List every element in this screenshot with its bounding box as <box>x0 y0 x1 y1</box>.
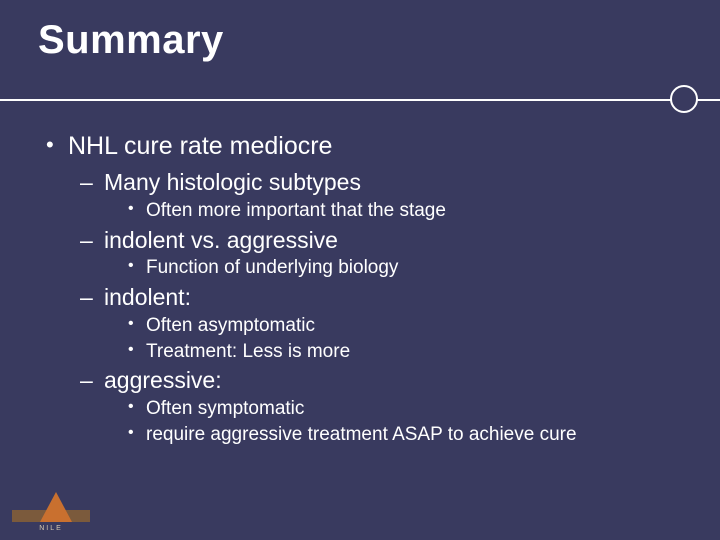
footer-logo: NILE <box>12 486 90 530</box>
bullet-list-l3: Often asymptomatic Treatment: Less is mo… <box>104 314 680 364</box>
list-item: Treatment: Less is more <box>104 340 680 365</box>
bullet-list-l3: Often symptomatic require aggressive tre… <box>104 397 680 447</box>
logo-triangle-icon <box>40 492 72 522</box>
logo-text: NILE <box>12 525 90 532</box>
bullet-text: Often symptomatic <box>146 398 304 419</box>
bullet-text: Function of underlying biology <box>146 257 398 278</box>
bullet-text: indolent vs. aggressive <box>104 227 338 253</box>
divider-circle-icon <box>670 85 698 113</box>
bullet-list-l3: Function of underlying biology <box>104 256 680 281</box>
bullet-text: Treatment: Less is more <box>146 341 350 362</box>
list-item: indolent vs. aggressive Function of unde… <box>68 226 680 281</box>
bullet-list-l1: NHL cure rate mediocre Many histologic s… <box>40 131 680 447</box>
list-item: Function of underlying biology <box>104 256 680 281</box>
slide-content: NHL cure rate mediocre Many histologic s… <box>0 115 720 447</box>
slide: Summary NHL cure rate mediocre Many hist… <box>0 0 720 540</box>
bullet-text: indolent: <box>104 284 191 310</box>
bullet-text: require aggressive treatment ASAP to ach… <box>146 424 577 445</box>
slide-title: Summary <box>38 18 720 63</box>
list-item: require aggressive treatment ASAP to ach… <box>104 423 680 448</box>
bullet-text: aggressive: <box>104 367 222 393</box>
list-item: indolent: Often asymptomatic Treatment: … <box>68 283 680 364</box>
list-item: NHL cure rate mediocre Many histologic s… <box>40 131 680 447</box>
list-item: Often symptomatic <box>104 397 680 422</box>
list-item: Often more important that the stage <box>104 199 680 224</box>
list-item: Many histologic subtypes Often more impo… <box>68 168 680 223</box>
bullet-text: Often asymptomatic <box>146 315 315 336</box>
list-item: aggressive: Often symptomatic require ag… <box>68 366 680 447</box>
bullet-text: Often more important that the stage <box>146 200 446 221</box>
title-block: Summary <box>0 0 720 63</box>
divider-line <box>0 99 720 101</box>
bullet-list-l3: Often more important that the stage <box>104 199 680 224</box>
bullet-list-l2: Many histologic subtypes Often more impo… <box>68 168 680 447</box>
bullet-text: NHL cure rate mediocre <box>68 132 332 160</box>
list-item: Often asymptomatic <box>104 314 680 339</box>
bullet-text: Many histologic subtypes <box>104 169 361 195</box>
title-divider <box>0 85 720 115</box>
